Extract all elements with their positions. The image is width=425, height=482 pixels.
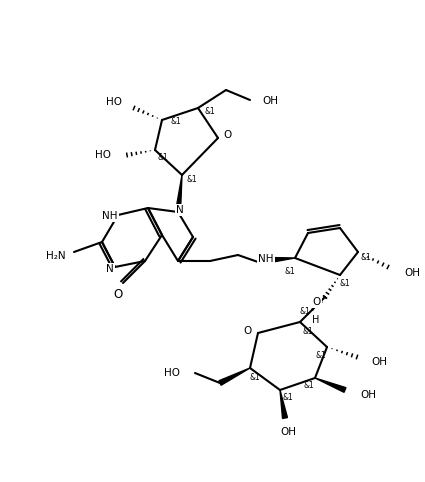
Text: OH: OH — [371, 357, 387, 367]
Text: &1: &1 — [187, 174, 197, 184]
Text: NH: NH — [102, 211, 118, 221]
Polygon shape — [176, 175, 182, 212]
Text: OH: OH — [360, 390, 376, 400]
Text: O: O — [224, 130, 232, 140]
Text: OH: OH — [262, 96, 278, 106]
Polygon shape — [270, 257, 295, 263]
Polygon shape — [219, 368, 250, 385]
Text: &1: &1 — [316, 350, 326, 360]
Text: NH: NH — [258, 254, 274, 264]
Text: O: O — [244, 326, 252, 336]
Text: OH: OH — [280, 427, 296, 437]
Text: &1: &1 — [285, 267, 295, 276]
Text: H: H — [312, 315, 320, 325]
Text: N: N — [106, 264, 114, 274]
Text: &1: &1 — [303, 381, 314, 390]
Text: &1: &1 — [303, 327, 313, 336]
Text: HO: HO — [95, 150, 111, 160]
Text: &1: &1 — [249, 374, 261, 383]
Polygon shape — [315, 378, 346, 392]
Text: &1: &1 — [204, 107, 215, 116]
Text: N: N — [176, 205, 184, 215]
Text: &1: &1 — [158, 153, 168, 162]
Text: &1: &1 — [300, 308, 310, 317]
Text: HO: HO — [164, 368, 180, 378]
Text: O: O — [313, 297, 321, 307]
Text: &1: &1 — [170, 118, 181, 126]
Text: &1: &1 — [283, 393, 293, 402]
Text: H₂N: H₂N — [46, 251, 66, 261]
Polygon shape — [280, 390, 287, 418]
Text: OH: OH — [404, 268, 420, 278]
Text: &1: &1 — [361, 253, 371, 262]
Text: &1: &1 — [340, 280, 350, 289]
Text: O: O — [113, 289, 123, 302]
Text: HO: HO — [106, 97, 122, 107]
